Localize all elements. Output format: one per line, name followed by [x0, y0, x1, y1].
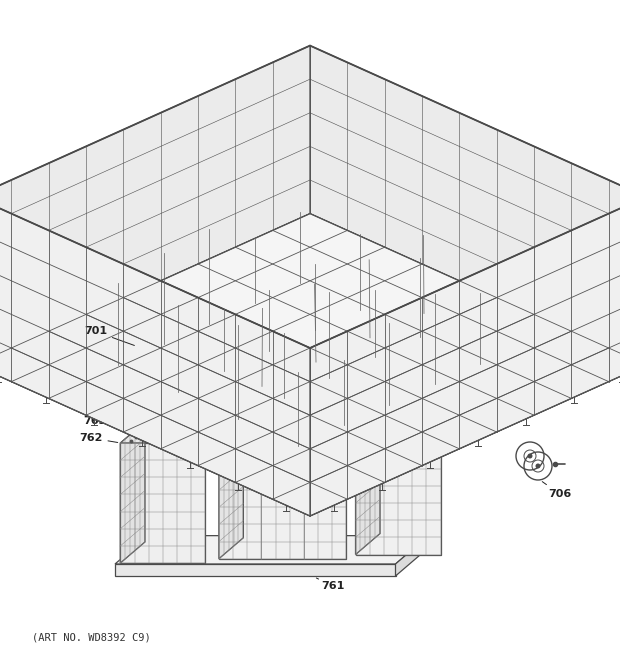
Text: 706: 706: [542, 482, 571, 499]
Circle shape: [528, 453, 533, 459]
Polygon shape: [115, 535, 428, 564]
Text: 701: 701: [84, 327, 135, 346]
Polygon shape: [310, 46, 620, 365]
Polygon shape: [120, 390, 230, 411]
Polygon shape: [219, 418, 244, 559]
Polygon shape: [355, 414, 465, 434]
Polygon shape: [355, 414, 380, 555]
Text: 762: 762: [453, 414, 482, 428]
Polygon shape: [0, 214, 620, 516]
Polygon shape: [229, 384, 371, 404]
Polygon shape: [219, 439, 347, 559]
Polygon shape: [120, 443, 205, 563]
Polygon shape: [120, 411, 205, 415]
Polygon shape: [355, 434, 441, 555]
Circle shape: [536, 463, 541, 469]
Text: eReplacementParts.com: eReplacementParts.com: [200, 322, 420, 340]
Text: (ART NO. WD8392 C9): (ART NO. WD8392 C9): [32, 633, 151, 643]
Polygon shape: [355, 401, 441, 405]
Polygon shape: [115, 564, 396, 576]
Text: 761: 761: [316, 578, 345, 591]
Polygon shape: [0, 46, 310, 365]
Polygon shape: [229, 404, 348, 408]
Polygon shape: [219, 418, 371, 439]
Polygon shape: [310, 197, 620, 516]
Polygon shape: [0, 197, 310, 516]
Polygon shape: [396, 535, 428, 576]
Polygon shape: [120, 422, 145, 563]
Text: 764: 764: [285, 274, 326, 287]
Text: 766: 766: [200, 387, 243, 403]
Polygon shape: [355, 379, 465, 401]
Polygon shape: [120, 422, 230, 443]
Text: 762: 762: [79, 433, 118, 443]
Text: 763: 763: [84, 407, 126, 426]
